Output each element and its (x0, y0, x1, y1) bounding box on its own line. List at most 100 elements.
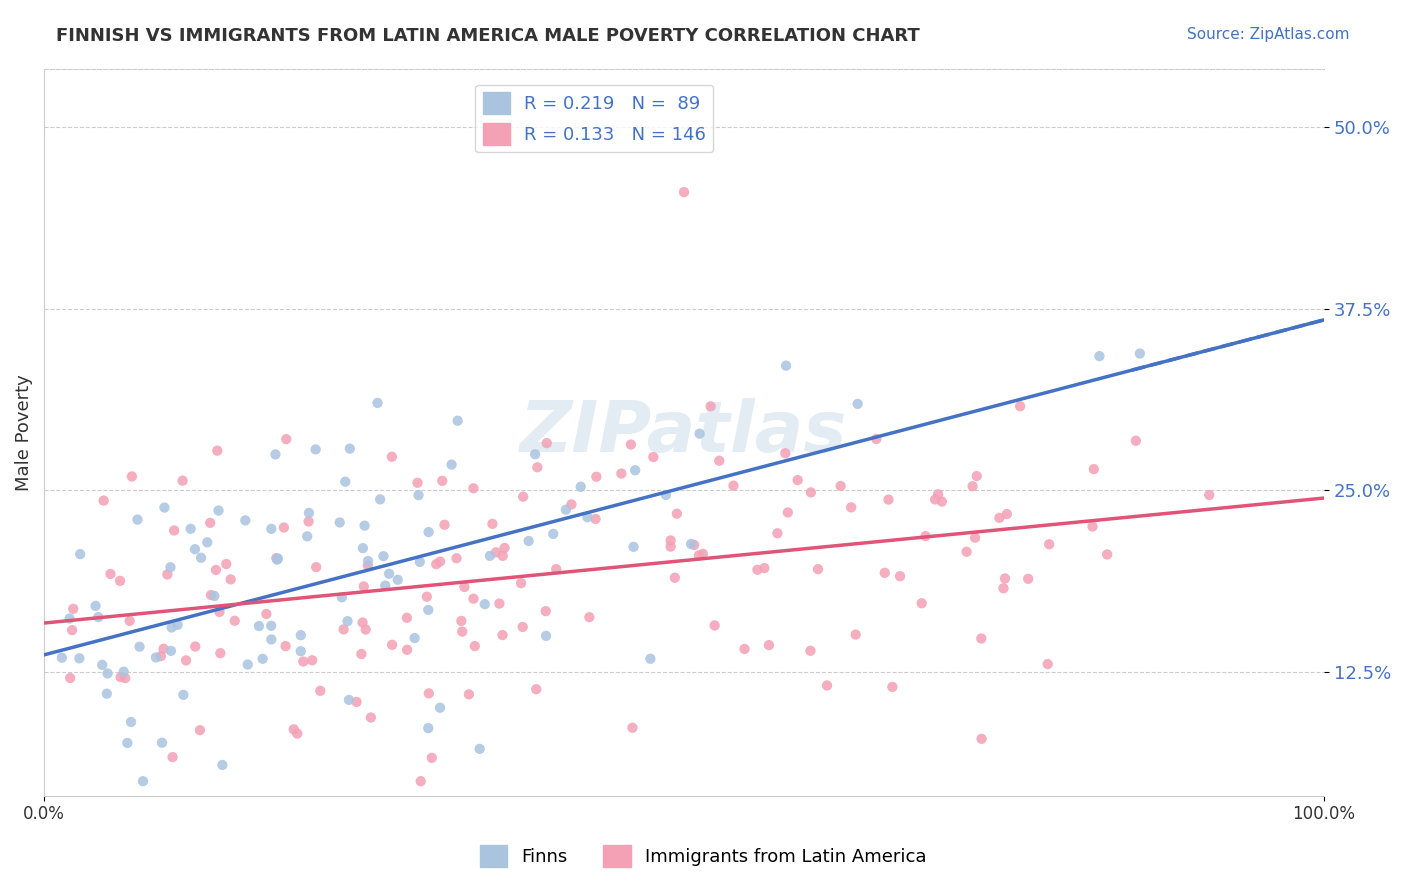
Immigrants from Latin America (200, 588, 222, 602)
Immigrants from Latin America (274, 639, 297, 653)
Finns (478, 549, 501, 563)
Immigrants from Latin America (830, 479, 852, 493)
Finns (357, 554, 380, 568)
Finns (304, 442, 326, 457)
Finns (267, 551, 290, 566)
Finns (211, 758, 233, 772)
Finns (153, 500, 176, 515)
Immigrants from Latin America (1010, 399, 1032, 413)
Immigrants from Latin America (156, 567, 179, 582)
Immigrants from Latin America (775, 446, 797, 460)
Immigrants from Latin America (1095, 548, 1118, 562)
Immigrants from Latin America (273, 520, 295, 534)
Immigrants from Latin America (458, 687, 481, 701)
Finns (353, 518, 375, 533)
Finns (236, 657, 259, 672)
Immigrants from Latin America (620, 437, 643, 451)
Immigrants from Latin America (877, 492, 900, 507)
Immigrants from Latin America (776, 505, 799, 519)
Immigrants from Latin America (683, 538, 706, 552)
Immigrants from Latin America (1083, 462, 1105, 476)
Immigrants from Latin America (621, 721, 644, 735)
Immigrants from Latin America (172, 474, 194, 488)
Finns (374, 578, 396, 592)
Immigrants from Latin America (292, 655, 315, 669)
Immigrants from Latin America (492, 549, 515, 563)
Immigrants from Latin America (703, 618, 725, 632)
Immigrants from Latin America (463, 481, 485, 495)
Finns (112, 665, 135, 679)
Finns (260, 522, 283, 536)
Immigrants from Latin America (409, 774, 432, 789)
Immigrants from Latin America (416, 590, 439, 604)
Immigrants from Latin America (865, 432, 887, 446)
Finns (352, 541, 374, 556)
Finns (128, 640, 150, 654)
Immigrants from Latin America (754, 561, 776, 575)
Immigrants from Latin America (276, 432, 298, 446)
Finns (429, 700, 451, 714)
Legend: Finns, Immigrants from Latin America: Finns, Immigrants from Latin America (472, 838, 934, 874)
Finns (846, 397, 869, 411)
Finns (190, 550, 212, 565)
Finns (367, 396, 389, 410)
Immigrants from Latin America (799, 644, 821, 658)
Immigrants from Latin America (254, 607, 277, 621)
Finns (655, 488, 678, 502)
Immigrants from Latin America (966, 469, 988, 483)
Finns (554, 502, 576, 516)
Immigrants from Latin America (451, 624, 474, 639)
Immigrants from Latin America (114, 671, 136, 685)
Immigrants from Latin America (1017, 572, 1039, 586)
Finns (184, 542, 207, 557)
Finns (640, 652, 662, 666)
Finns (409, 555, 432, 569)
Finns (336, 614, 359, 628)
Immigrants from Latin America (208, 605, 231, 619)
Immigrants from Latin America (108, 574, 131, 588)
Immigrants from Latin America (536, 436, 558, 450)
Finns (202, 589, 225, 603)
Finns (330, 591, 353, 605)
Finns (247, 619, 270, 633)
Immigrants from Latin America (488, 597, 510, 611)
Finns (51, 650, 73, 665)
Finns (418, 721, 440, 735)
Immigrants from Latin America (709, 454, 731, 468)
Finns (378, 566, 401, 581)
Immigrants from Latin America (970, 632, 993, 646)
Finns (543, 527, 565, 541)
Immigrants from Latin America (766, 526, 789, 541)
Immigrants from Latin America (665, 507, 688, 521)
Immigrants from Latin America (845, 627, 868, 641)
Immigrants from Latin America (224, 614, 246, 628)
Immigrants from Latin America (1038, 537, 1060, 551)
Finns (120, 714, 142, 729)
Immigrants from Latin America (429, 555, 451, 569)
Immigrants from Latin America (425, 557, 447, 571)
Immigrants from Latin America (800, 485, 823, 500)
Immigrants from Latin America (297, 515, 319, 529)
Immigrants from Latin America (406, 475, 429, 490)
Finns (569, 480, 592, 494)
Immigrants from Latin America (433, 517, 456, 532)
Finns (207, 503, 229, 517)
Finns (1088, 349, 1111, 363)
Immigrants from Latin America (534, 604, 557, 618)
Finns (624, 463, 647, 477)
Immigrants from Latin America (578, 610, 600, 624)
Finns (180, 522, 202, 536)
Finns (298, 506, 321, 520)
Finns (96, 666, 118, 681)
Immigrants from Latin America (188, 723, 211, 738)
Immigrants from Latin America (481, 516, 503, 531)
Immigrants from Latin America (643, 450, 665, 464)
Immigrants from Latin America (1081, 519, 1104, 533)
Finns (266, 552, 288, 566)
Finns (474, 597, 496, 611)
Immigrants from Latin America (927, 487, 949, 501)
Immigrants from Latin America (59, 671, 82, 685)
Immigrants from Latin America (699, 399, 721, 413)
Immigrants from Latin America (688, 549, 710, 563)
Finns (233, 513, 256, 527)
